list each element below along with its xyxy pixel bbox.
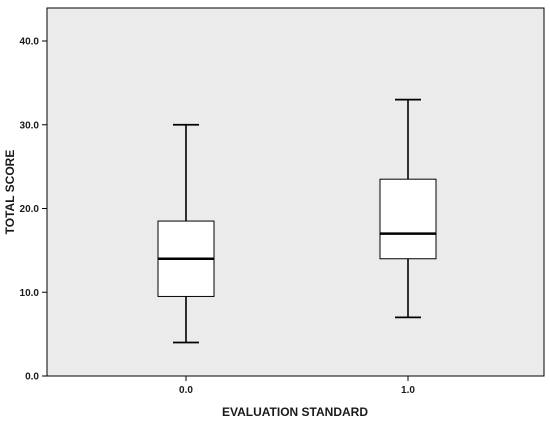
x-axis-ticks: 0.0 1.0	[179, 376, 415, 396]
box-group	[157, 123, 215, 344]
box-series	[157, 98, 437, 344]
iqr-box	[379, 178, 437, 260]
x-tick-label: 0.0	[179, 385, 193, 396]
y-tick-label: 30.0	[20, 120, 40, 131]
y-axis-ticks: 0.0 10.0 20.0 30.0 40.0	[20, 37, 47, 383]
y-tick-label: 40.0	[20, 37, 40, 48]
box-group	[379, 98, 437, 319]
y-tick-label: 0.0	[25, 372, 39, 383]
y-axis-title: TOTAL SCORE	[3, 150, 17, 235]
x-tick-label: 1.0	[401, 385, 415, 396]
plot-area	[46, 7, 545, 377]
y-tick-label: 20.0	[20, 204, 40, 215]
y-tick-label: 10.0	[20, 288, 40, 299]
x-axis-title: EVALUATION STANDARD	[222, 405, 368, 419]
